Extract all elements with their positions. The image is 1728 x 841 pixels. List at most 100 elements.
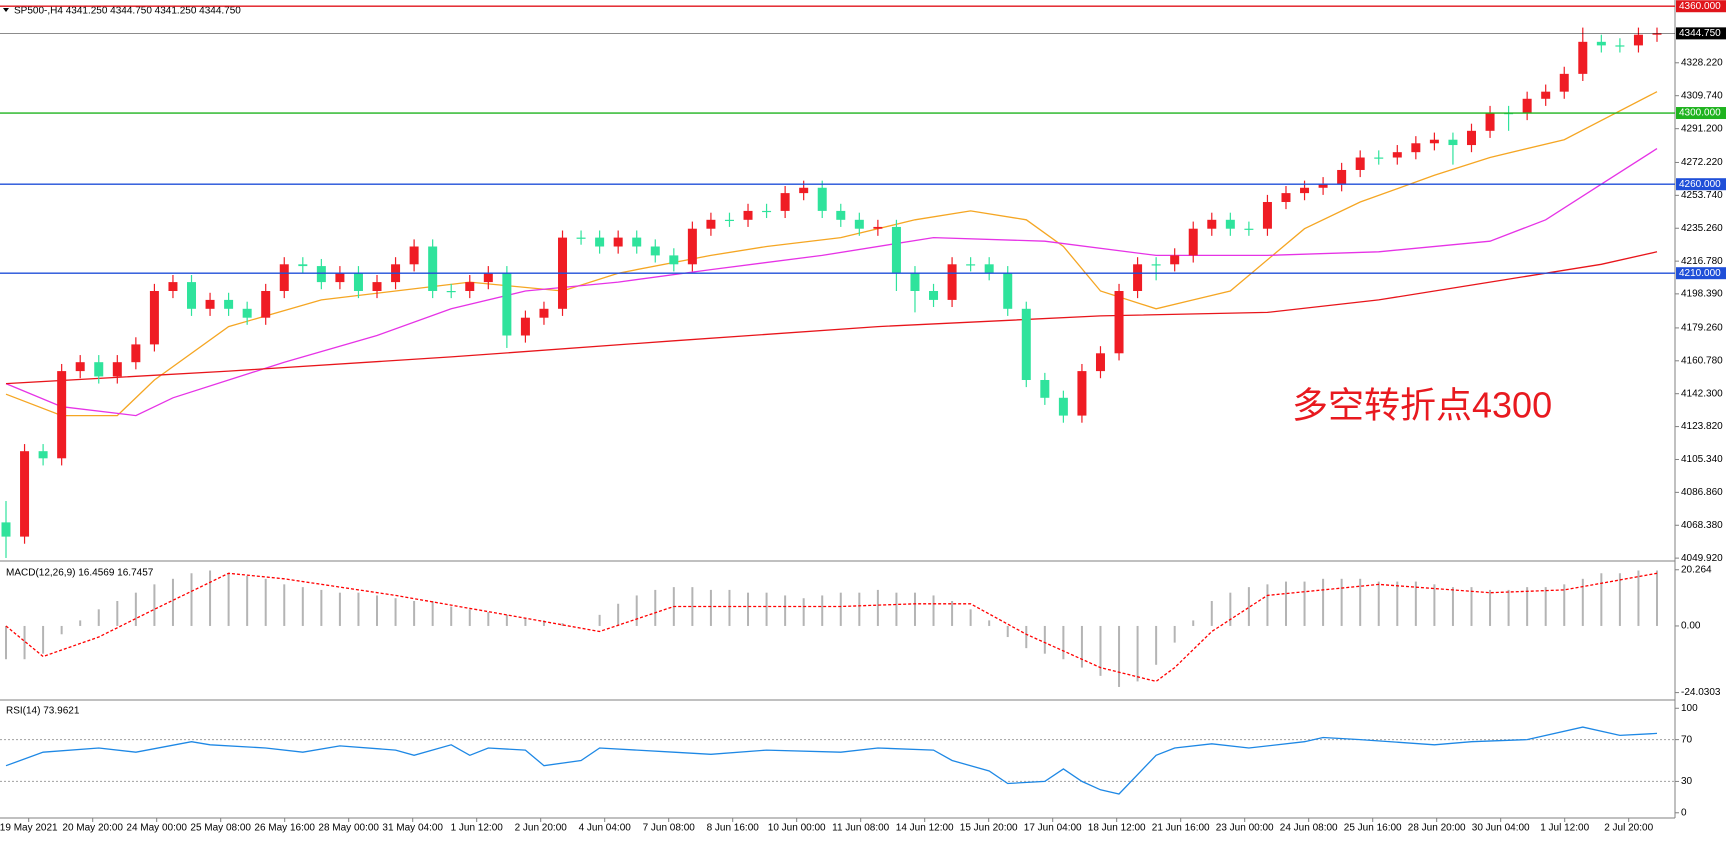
moving-average bbox=[5, 148, 1658, 417]
x-tick-label: 18 Jun 12:00 bbox=[1088, 823, 1146, 834]
candle-body bbox=[854, 219, 864, 229]
candle-body bbox=[38, 451, 48, 459]
candle-body bbox=[891, 226, 901, 274]
candle-body bbox=[706, 219, 716, 229]
x-tick-label: 19 May 2021 bbox=[0, 823, 58, 834]
candle-body bbox=[1411, 143, 1421, 153]
y-tick-label: 4253.740 bbox=[1681, 190, 1723, 201]
signal-line bbox=[5, 572, 1658, 683]
candle-body bbox=[1596, 41, 1606, 46]
candle-body bbox=[1281, 193, 1291, 203]
candle-body bbox=[1318, 184, 1328, 188]
y-tick-label: 4291.200 bbox=[1681, 123, 1723, 134]
candle-body bbox=[1300, 187, 1310, 194]
y-tick-label: 0.00 bbox=[1681, 621, 1701, 632]
y-tick-label: 20.264 bbox=[1681, 564, 1712, 575]
candle-body bbox=[187, 282, 197, 309]
x-tick-label: 25 May 08:00 bbox=[190, 823, 251, 834]
candle-body bbox=[1244, 228, 1254, 230]
candle-body bbox=[1262, 202, 1272, 229]
candle-body bbox=[724, 219, 734, 222]
x-tick-label: 24 Jun 08:00 bbox=[1280, 823, 1338, 834]
candle-body bbox=[372, 282, 382, 292]
candle-body bbox=[353, 273, 363, 292]
candle-body bbox=[817, 187, 827, 211]
x-tick-label: 14 Jun 12:00 bbox=[896, 823, 954, 834]
x-tick-label: 11 Jun 08:00 bbox=[832, 823, 890, 834]
level-tag bbox=[1676, 267, 1726, 280]
candle-body bbox=[650, 246, 660, 256]
chart-title: SP500-,H4 4341.250 4344.750 4341.250 434… bbox=[14, 6, 241, 17]
candle-body bbox=[316, 266, 326, 283]
candle-body bbox=[112, 362, 122, 377]
candle-body bbox=[1522, 98, 1532, 114]
candle-body bbox=[1337, 169, 1347, 185]
y-tick-label: 4068.380 bbox=[1681, 520, 1723, 531]
y-tick-label: 0 bbox=[1681, 807, 1687, 818]
candle-body bbox=[1615, 45, 1625, 47]
y-tick-label: 4235.260 bbox=[1681, 223, 1723, 234]
candle-body bbox=[131, 344, 141, 363]
candle-body bbox=[1429, 139, 1439, 144]
candle-body bbox=[1448, 139, 1458, 146]
candle-body bbox=[1207, 219, 1217, 229]
y-tick-label: 4216.780 bbox=[1681, 256, 1723, 267]
level-label: 4344.750 bbox=[1679, 28, 1721, 39]
menu-arrow bbox=[3, 8, 9, 12]
candle-body bbox=[613, 237, 623, 247]
candle-body bbox=[984, 264, 994, 274]
candle-body bbox=[57, 371, 67, 459]
y-tick-label: 4086.860 bbox=[1681, 487, 1723, 498]
x-tick-label: 30 Jun 04:00 bbox=[1472, 823, 1530, 834]
candle-body bbox=[1040, 379, 1050, 398]
level-tag bbox=[1676, 27, 1726, 40]
candle-body bbox=[502, 273, 512, 336]
x-tick-label: 2 Jul 20:00 bbox=[1604, 823, 1653, 834]
candle-body bbox=[1114, 291, 1124, 354]
candle-body bbox=[669, 255, 679, 265]
x-tick-label: 31 May 04:00 bbox=[382, 823, 443, 834]
y-tick-label: 4160.780 bbox=[1681, 355, 1723, 366]
y-tick-label: 4105.340 bbox=[1681, 454, 1723, 465]
candle-body bbox=[799, 187, 809, 194]
x-tick-label: 15 Jun 20:00 bbox=[960, 823, 1018, 834]
level-label: 4360.000 bbox=[1679, 1, 1721, 12]
candle-body bbox=[1225, 219, 1235, 229]
candle-body bbox=[149, 291, 159, 345]
candle-body bbox=[632, 237, 642, 247]
candle-body bbox=[1485, 113, 1495, 131]
candle-body bbox=[1392, 152, 1402, 158]
x-tick-label: 21 Jun 16:00 bbox=[1152, 823, 1210, 834]
y-tick-label: 4328.220 bbox=[1681, 57, 1723, 68]
x-tick-label: 7 Jun 08:00 bbox=[643, 823, 696, 834]
candle-body bbox=[205, 299, 215, 309]
candle-body bbox=[242, 308, 252, 318]
candle-body bbox=[1355, 157, 1365, 170]
x-tick-label: 8 Jun 16:00 bbox=[707, 823, 760, 834]
candle-body bbox=[94, 362, 104, 377]
y-tick-label: 4142.300 bbox=[1681, 388, 1723, 399]
level-label: 4260.000 bbox=[1679, 179, 1721, 190]
level-tag bbox=[1676, 107, 1726, 120]
candle-body bbox=[1003, 273, 1013, 309]
moving-average bbox=[5, 251, 1658, 385]
x-tick-label: 2 Jun 20:00 bbox=[515, 823, 568, 834]
candle-body bbox=[595, 237, 605, 247]
candle-body bbox=[335, 273, 345, 283]
candle-body bbox=[1151, 264, 1161, 266]
y-tick-label: 4198.390 bbox=[1681, 289, 1723, 300]
candle-body bbox=[409, 246, 419, 265]
rsi-line bbox=[5, 726, 1658, 795]
candle-body bbox=[947, 264, 957, 300]
candle-body bbox=[539, 308, 549, 318]
level-tag bbox=[1676, 178, 1726, 191]
candle-body bbox=[1170, 255, 1180, 265]
candle-body bbox=[20, 451, 30, 537]
candle-body bbox=[279, 264, 289, 292]
candle-body bbox=[1374, 157, 1384, 159]
y-tick-label: -24.0303 bbox=[1681, 687, 1721, 698]
y-tick-label: 4179.260 bbox=[1681, 323, 1723, 334]
candle-body bbox=[780, 193, 790, 211]
candle-body bbox=[75, 362, 85, 372]
